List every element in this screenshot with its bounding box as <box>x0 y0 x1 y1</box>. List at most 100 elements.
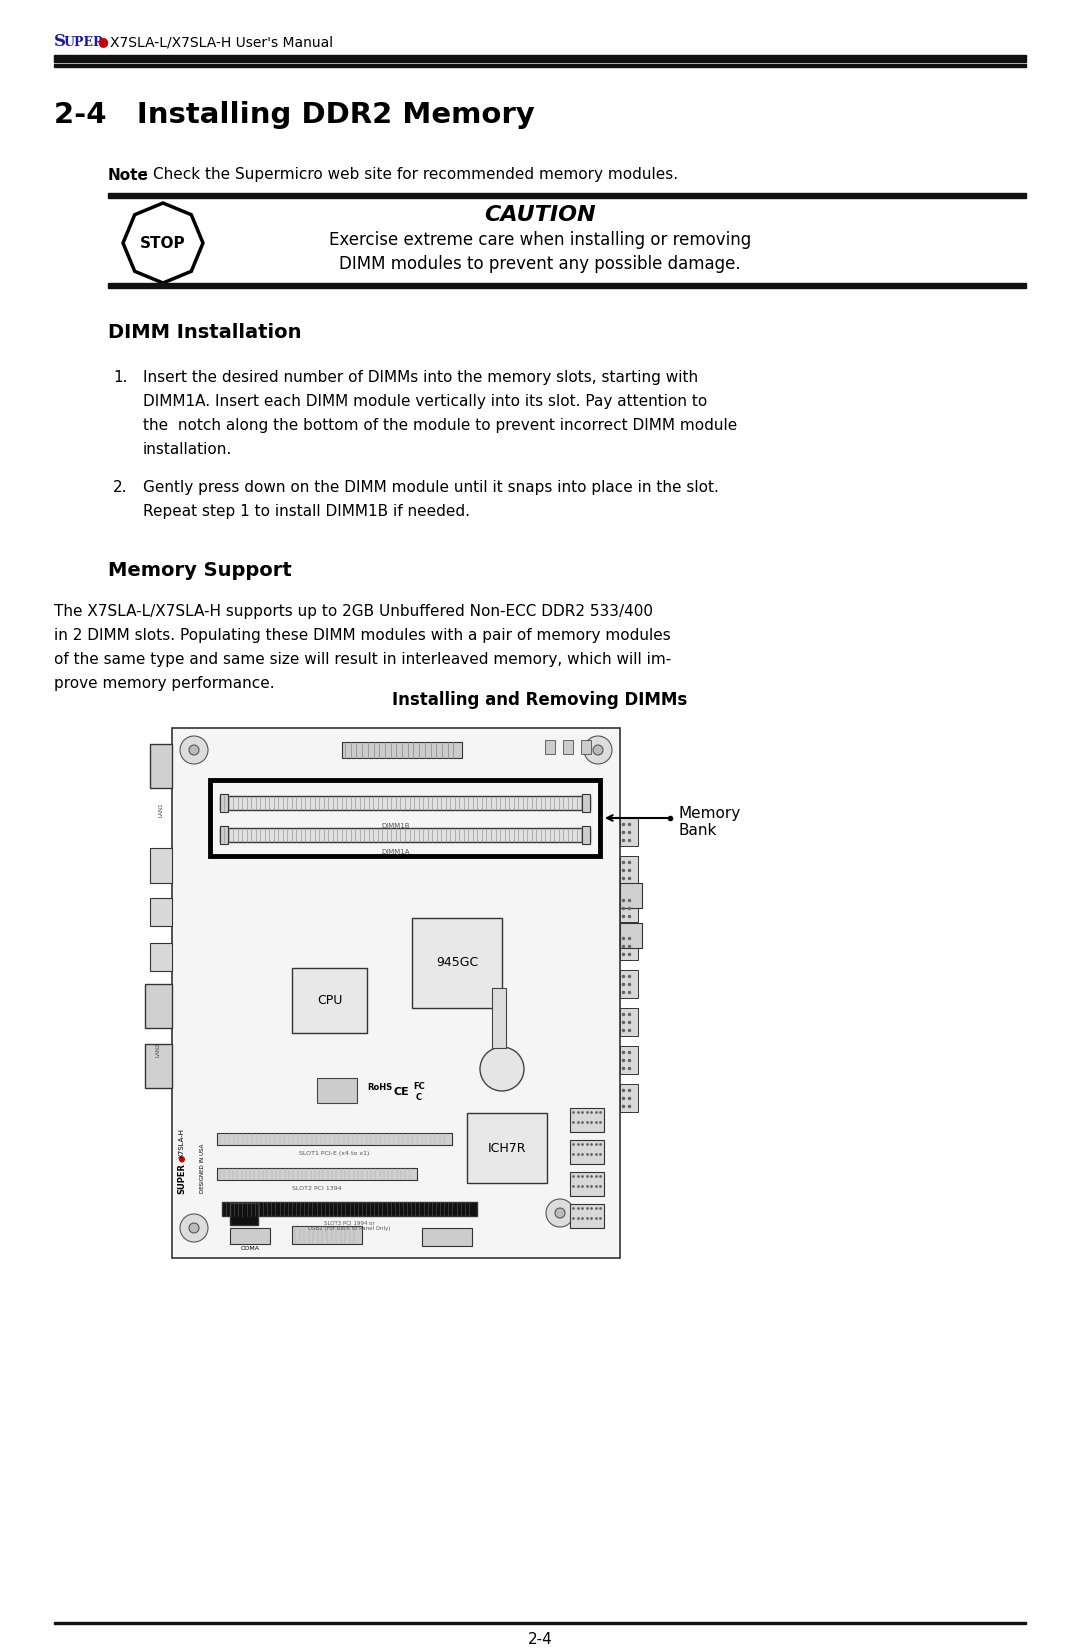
Text: DIMM Installation: DIMM Installation <box>108 322 301 342</box>
Bar <box>217 1168 417 1180</box>
Bar <box>230 1203 258 1224</box>
Text: installation.: installation. <box>143 442 232 457</box>
Text: X7SLA-L/X7SLA-H User's Manual: X7SLA-L/X7SLA-H User's Manual <box>110 35 333 50</box>
Bar <box>342 742 462 757</box>
Text: X7SLA-H: X7SLA-H <box>179 1129 185 1158</box>
Text: prove memory performance.: prove memory performance. <box>54 676 274 691</box>
Bar <box>620 856 638 884</box>
Text: ●: ● <box>177 1155 187 1162</box>
Text: SLOT3 PCI 1994 or
USB2 (For Back to Panel Only): SLOT3 PCI 1994 or USB2 (For Back to Pane… <box>308 1221 391 1231</box>
Text: SUPER: SUPER <box>177 1163 187 1193</box>
Text: UPER: UPER <box>64 36 105 48</box>
Bar <box>422 1228 472 1246</box>
Bar <box>620 932 638 960</box>
Text: COMA: COMA <box>241 1246 259 1251</box>
Bar <box>145 1044 172 1087</box>
Circle shape <box>584 736 612 764</box>
Bar <box>467 1114 546 1183</box>
Bar <box>492 988 507 1048</box>
Text: of the same type and same size will result in interleaved memory, which will im-: of the same type and same size will resu… <box>54 652 672 667</box>
Text: LAN1: LAN1 <box>159 804 163 817</box>
Bar <box>292 1226 362 1244</box>
Text: Insert the desired number of DIMMs into the memory slots, starting with: Insert the desired number of DIMMs into … <box>143 370 698 384</box>
Text: 2-4: 2-4 <box>528 1632 552 1647</box>
Text: LAN2: LAN2 <box>156 1043 161 1058</box>
Bar <box>620 894 638 922</box>
Text: Installing and Removing DIMMs: Installing and Removing DIMMs <box>392 691 688 710</box>
Bar <box>220 795 590 810</box>
Text: S: S <box>54 33 66 51</box>
Text: CAUTION: CAUTION <box>484 205 596 224</box>
Bar <box>570 1109 604 1132</box>
Text: FC
C: FC C <box>414 1082 424 1102</box>
Text: Memory
Bank: Memory Bank <box>678 805 740 838</box>
Text: Gently press down on the DIMM module until it snaps into place in the slot.: Gently press down on the DIMM module unt… <box>143 480 719 495</box>
Text: : Check the Supermicro web site for recommended memory modules.: : Check the Supermicro web site for reco… <box>143 168 678 183</box>
Text: RoHS: RoHS <box>367 1084 392 1092</box>
Text: 2-4   Installing DDR2 Memory: 2-4 Installing DDR2 Memory <box>54 101 535 129</box>
Bar <box>563 739 573 754</box>
Bar <box>570 1172 604 1196</box>
Bar <box>108 193 1026 198</box>
Text: 2.: 2. <box>113 480 127 495</box>
Bar <box>150 898 172 926</box>
Bar <box>582 794 590 812</box>
Polygon shape <box>123 203 203 284</box>
Circle shape <box>555 1208 565 1218</box>
Bar <box>210 780 600 856</box>
Text: SLOT1 PCI-E (x4 to x1): SLOT1 PCI-E (x4 to x1) <box>299 1152 369 1157</box>
Text: SLOT2 PCI 1394: SLOT2 PCI 1394 <box>292 1186 342 1191</box>
Text: CE: CE <box>393 1087 409 1097</box>
Bar <box>620 922 642 949</box>
Bar <box>54 1622 1026 1624</box>
Bar <box>230 1228 270 1244</box>
Bar <box>318 1077 357 1102</box>
Bar <box>54 54 1026 63</box>
Circle shape <box>546 1200 573 1228</box>
Bar <box>292 969 367 1033</box>
Bar <box>150 848 172 883</box>
Text: The X7SLA-L/X7SLA-H supports up to 2GB Unbuffered Non-ECC DDR2 533/400: The X7SLA-L/X7SLA-H supports up to 2GB U… <box>54 604 653 619</box>
Text: ●: ● <box>97 36 108 48</box>
Bar <box>581 739 591 754</box>
Bar <box>411 917 502 1008</box>
Bar <box>172 728 620 1257</box>
Bar <box>220 828 590 842</box>
Bar <box>150 744 172 789</box>
Bar <box>582 827 590 845</box>
Bar <box>620 1084 638 1112</box>
Circle shape <box>180 1214 208 1242</box>
Text: DIMM1A: DIMM1A <box>381 850 410 855</box>
Circle shape <box>180 736 208 764</box>
Circle shape <box>593 746 603 756</box>
Text: Note: Note <box>108 168 149 183</box>
Bar <box>145 983 172 1028</box>
Bar <box>620 1008 638 1036</box>
Text: DIMM1B: DIMM1B <box>381 823 410 828</box>
Bar <box>570 1140 604 1163</box>
Text: CPU: CPU <box>316 993 342 1006</box>
Bar <box>620 1046 638 1074</box>
Bar <box>222 1201 477 1216</box>
Bar <box>217 1134 453 1145</box>
Bar <box>108 284 1026 289</box>
Text: Repeat step 1 to install DIMM1B if needed.: Repeat step 1 to install DIMM1B if neede… <box>143 503 470 520</box>
Bar <box>570 1204 604 1228</box>
Text: STOP: STOP <box>140 236 186 251</box>
Text: DIMM1A. Insert each DIMM module vertically into its slot. Pay attention to: DIMM1A. Insert each DIMM module vertical… <box>143 394 707 409</box>
Bar <box>220 794 228 812</box>
Bar <box>545 739 555 754</box>
Text: ICH7R: ICH7R <box>488 1142 526 1155</box>
Bar <box>620 818 638 846</box>
Text: Memory Support: Memory Support <box>108 561 292 579</box>
Circle shape <box>480 1048 524 1091</box>
Bar <box>620 970 638 998</box>
Text: 1.: 1. <box>113 370 127 384</box>
Circle shape <box>189 1223 199 1233</box>
Bar <box>54 64 1026 68</box>
Circle shape <box>189 746 199 756</box>
Text: DIMM modules to prevent any possible damage.: DIMM modules to prevent any possible dam… <box>339 256 741 272</box>
Text: the  notch along the bottom of the module to prevent incorrect DIMM module: the notch along the bottom of the module… <box>143 417 738 432</box>
Text: in 2 DIMM slots. Populating these DIMM modules with a pair of memory modules: in 2 DIMM slots. Populating these DIMM m… <box>54 629 671 644</box>
Text: 945GC: 945GC <box>436 957 478 970</box>
